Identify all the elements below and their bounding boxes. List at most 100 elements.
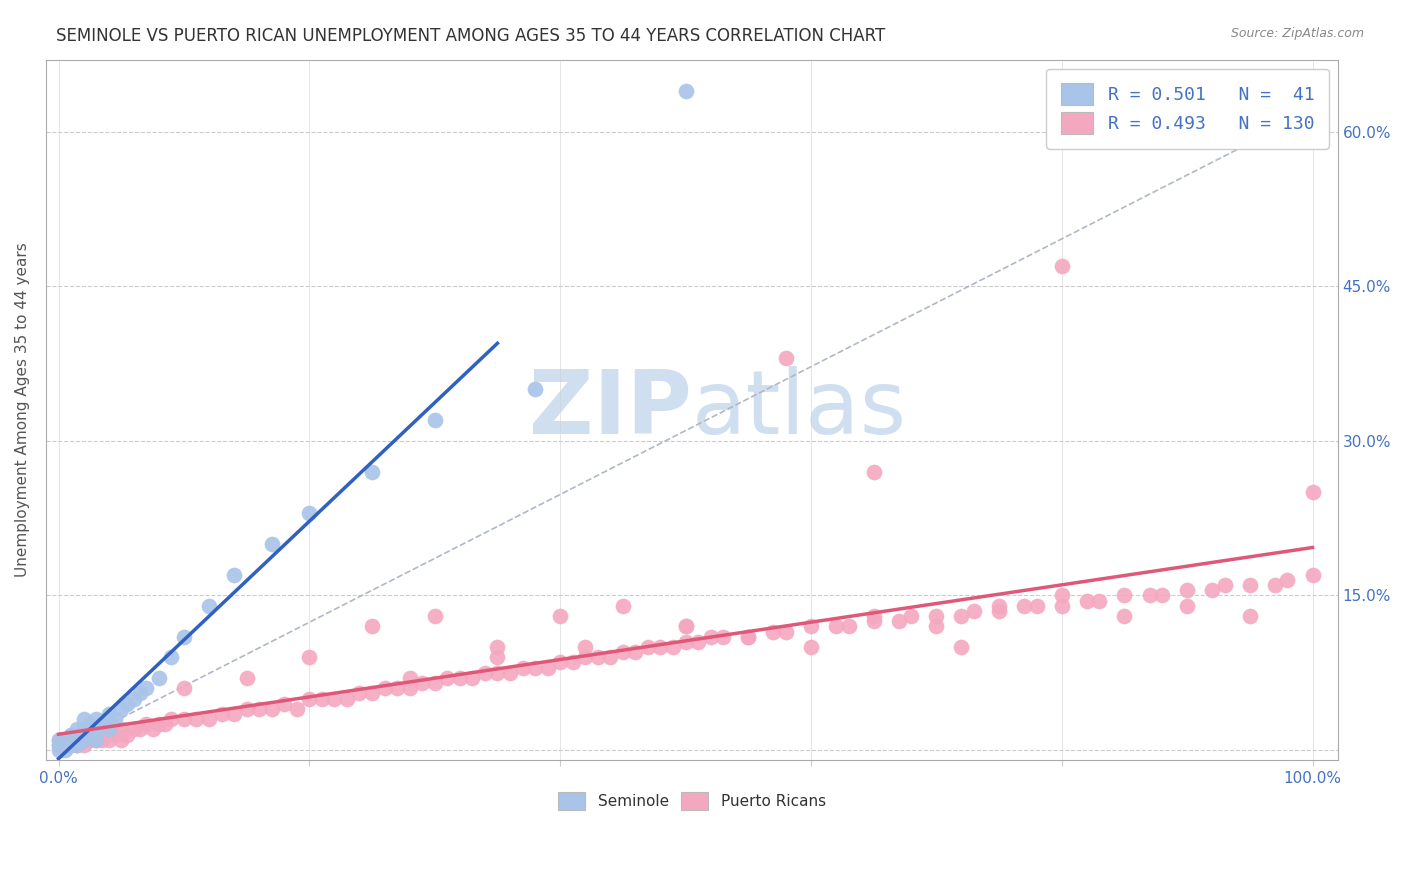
Point: [737, 630, 759, 644]
Point: [72, 712, 94, 726]
Point: [950, 640, 973, 654]
Point: [512, 660, 534, 674]
Point: [53, 738, 76, 752]
Point: [60, 732, 83, 747]
Point: [298, 650, 321, 665]
Point: [737, 630, 759, 644]
Point: [91, 717, 114, 731]
Point: [104, 712, 127, 726]
Point: [675, 635, 697, 649]
Point: [186, 712, 208, 726]
Text: Source: ZipAtlas.com: Source: ZipAtlas.com: [1230, 27, 1364, 40]
Point: [97, 706, 120, 721]
Point: [548, 656, 571, 670]
Point: [862, 609, 884, 624]
Point: [336, 691, 359, 706]
Point: [110, 732, 132, 747]
Point: [486, 665, 509, 680]
Point: [66, 738, 89, 752]
Point: [349, 686, 371, 700]
Point: [950, 609, 973, 624]
Point: [988, 604, 1011, 618]
Point: [222, 706, 245, 721]
Point: [499, 665, 522, 680]
Point: [624, 645, 647, 659]
Point: [548, 609, 571, 624]
Point: [374, 681, 396, 696]
Point: [449, 671, 471, 685]
Point: [650, 640, 672, 654]
Point: [536, 660, 558, 674]
Point: [800, 619, 823, 633]
Point: [586, 650, 609, 665]
Point: [1175, 583, 1198, 598]
Point: [60, 738, 83, 752]
Point: [84, 723, 107, 737]
Point: [988, 599, 1011, 613]
Point: [104, 728, 127, 742]
Point: [925, 609, 948, 624]
Point: [900, 609, 922, 624]
Point: [1264, 578, 1286, 592]
Point: [247, 702, 270, 716]
Point: [486, 650, 509, 665]
Point: [486, 640, 509, 654]
Point: [198, 599, 221, 613]
Point: [675, 619, 697, 633]
Point: [925, 619, 948, 633]
Point: [862, 614, 884, 628]
Point: [66, 738, 89, 752]
Point: [775, 351, 797, 366]
Point: [153, 717, 176, 731]
Point: [122, 691, 145, 706]
Point: [117, 697, 139, 711]
Point: [135, 681, 157, 696]
Legend: Seminole, Puerto Ricans: Seminole, Puerto Ricans: [551, 786, 832, 816]
Point: [53, 743, 76, 757]
Point: [48, 732, 70, 747]
Point: [135, 717, 157, 731]
Point: [60, 738, 83, 752]
Point: [142, 723, 165, 737]
Point: [285, 702, 308, 716]
Point: [762, 624, 785, 639]
Point: [599, 650, 621, 665]
Point: [160, 712, 183, 726]
Point: [173, 681, 195, 696]
Point: [129, 686, 152, 700]
Y-axis label: Unemployment Among Ages 35 to 44 years: Unemployment Among Ages 35 to 44 years: [15, 243, 30, 577]
Point: [48, 738, 70, 752]
Point: [1050, 599, 1073, 613]
Point: [423, 413, 446, 427]
Point: [48, 743, 70, 757]
Point: [775, 624, 797, 639]
Point: [298, 691, 321, 706]
Point: [148, 671, 170, 685]
Point: [53, 732, 76, 747]
Point: [60, 732, 83, 747]
Point: [60, 728, 83, 742]
Point: [48, 738, 70, 752]
Point: [66, 732, 89, 747]
Point: [110, 723, 132, 737]
Point: [48, 732, 70, 747]
Point: [963, 604, 986, 618]
Point: [72, 732, 94, 747]
Point: [72, 723, 94, 737]
Point: [1152, 589, 1174, 603]
Point: [1050, 589, 1073, 603]
Point: [800, 640, 823, 654]
Point: [53, 738, 76, 752]
Point: [235, 671, 257, 685]
Point: [1213, 578, 1236, 592]
Point: [72, 728, 94, 742]
Point: [1139, 589, 1161, 603]
Point: [1201, 583, 1223, 598]
Point: [60, 728, 83, 742]
Point: [711, 630, 734, 644]
Point: [79, 728, 101, 742]
Point: [148, 717, 170, 731]
Point: [1302, 567, 1324, 582]
Point: [66, 732, 89, 747]
Point: [72, 732, 94, 747]
